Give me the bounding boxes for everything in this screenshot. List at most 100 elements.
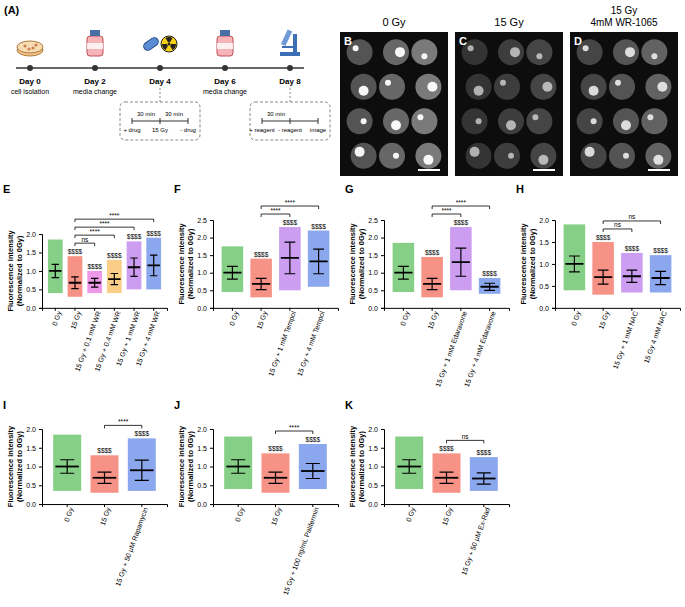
y-tick: 2.0 bbox=[26, 426, 42, 433]
y-tick: 2.0 bbox=[197, 234, 213, 241]
y-tick-mark bbox=[210, 273, 213, 274]
mean-line bbox=[394, 272, 412, 274]
y-axis-title: (Normalized to 0Gy) bbox=[186, 431, 195, 502]
marks bbox=[224, 437, 327, 493]
cell bbox=[641, 108, 667, 134]
y-tick-label: 1.0 bbox=[197, 463, 207, 470]
marks bbox=[222, 227, 330, 297]
cell bbox=[411, 108, 437, 134]
y-tick: 2.5 bbox=[368, 217, 384, 224]
inset-connector bbox=[160, 88, 161, 102]
y-tick-mark bbox=[552, 264, 555, 265]
significance-bracket bbox=[75, 235, 114, 238]
panel-letter: H bbox=[516, 183, 524, 195]
x-tick: 15 Gy bbox=[597, 308, 611, 331]
value-range bbox=[128, 438, 156, 491]
marks bbox=[48, 238, 161, 297]
x-tick: 15 Gy + 1 mM NAC bbox=[612, 308, 640, 370]
significance-marker: $$$$ bbox=[127, 233, 142, 240]
y-tick: 1.5 bbox=[197, 252, 213, 259]
inset-interval: 30 min bbox=[137, 111, 155, 117]
scale-bar bbox=[418, 169, 440, 171]
y-tick-mark bbox=[210, 504, 213, 505]
icon-cell bbox=[27, 47, 30, 50]
cell bbox=[645, 143, 671, 169]
cell bbox=[530, 143, 556, 169]
cell bbox=[462, 108, 488, 134]
value-range bbox=[299, 444, 327, 489]
panel-letter: K bbox=[345, 399, 353, 411]
y-tick-mark bbox=[381, 273, 384, 274]
value-range bbox=[87, 271, 102, 293]
inset-interval: 30 min bbox=[267, 111, 285, 117]
y-tick: 1.0 bbox=[197, 463, 213, 470]
icon-label bbox=[87, 43, 103, 49]
cell bbox=[530, 74, 556, 100]
y-tick-mark bbox=[381, 290, 384, 291]
cell bbox=[609, 74, 635, 100]
value-range bbox=[250, 259, 272, 298]
x-tick: 15 Gy 4 mM NAC bbox=[643, 308, 669, 365]
panel-letter: B bbox=[344, 35, 352, 47]
panel-letter: I bbox=[3, 399, 6, 411]
cell bbox=[347, 108, 373, 134]
mean-line bbox=[652, 277, 670, 279]
x-tick: 0 Gy bbox=[405, 504, 418, 523]
y-tick: 2.0 bbox=[368, 426, 384, 433]
icon-microscope bbox=[293, 34, 297, 53]
y-tick-label: 0.0 bbox=[26, 501, 36, 508]
y-tick-mark bbox=[39, 448, 42, 449]
significance-marker: $$$$ bbox=[87, 263, 102, 270]
y-tick-mark bbox=[39, 271, 42, 272]
event-label: media change bbox=[73, 88, 117, 96]
x-tick-label: 15 Gy + 1 mM Tempol bbox=[267, 310, 298, 378]
value-range bbox=[279, 227, 301, 290]
x-axis: 0 Gy15 Gy15 Gy + 1 mM Edaravone15 Gy + 4… bbox=[385, 308, 510, 388]
significance-bracket bbox=[603, 229, 632, 232]
cell bbox=[609, 143, 635, 169]
significance-marker: $$$$ bbox=[254, 251, 269, 258]
cell-spot bbox=[589, 86, 599, 96]
x-axis: 0 Gy15 Gy15 Gy + 1 mM Tempol15 Gy + 4 mM… bbox=[214, 308, 339, 378]
y-tick: 0.0 bbox=[26, 501, 42, 508]
cell-spot bbox=[651, 53, 657, 59]
value-range bbox=[107, 260, 122, 293]
y-axis: 0.00.51.01.52.0 bbox=[368, 426, 384, 508]
panel-letter: (A) bbox=[4, 4, 20, 16]
bracket-label: **** bbox=[289, 424, 300, 431]
y-tick: 0.0 bbox=[368, 305, 384, 312]
icon-microscope bbox=[282, 46, 294, 48]
x-tick-label: 15 Gy + 50 µM Ex-Rad bbox=[460, 506, 492, 576]
y-axis-line bbox=[381, 221, 385, 309]
cell-spot bbox=[508, 153, 514, 159]
y-tick-label: 1.5 bbox=[197, 252, 207, 259]
y-tick-mark bbox=[381, 504, 384, 505]
significance-bracket bbox=[75, 243, 95, 246]
x-tick-label: 15 Gy 4 mM NAC bbox=[643, 310, 669, 364]
y-tick: 0.5 bbox=[197, 287, 213, 294]
x-tick: 0 Gy bbox=[228, 308, 241, 327]
y-tick: 2.0 bbox=[197, 426, 213, 433]
cell-spot bbox=[395, 47, 405, 57]
cell bbox=[379, 74, 405, 100]
y-tick: 1.5 bbox=[26, 444, 42, 451]
icon-radiation bbox=[161, 36, 177, 52]
icon-dish bbox=[17, 41, 43, 53]
image-title: 15 Gy bbox=[494, 16, 524, 28]
marks bbox=[53, 435, 156, 493]
mean-line bbox=[128, 266, 140, 268]
y-axis-line bbox=[39, 235, 43, 309]
x-tick-label: 15 Gy + 4 mM Tempol bbox=[296, 310, 327, 378]
timeline-dot bbox=[287, 65, 293, 71]
day-label: Day 8 bbox=[279, 77, 301, 86]
y-axis-title: Fluorescence intensity bbox=[519, 222, 528, 304]
y-tick-label: 0.5 bbox=[26, 286, 36, 293]
y-tick: 0.5 bbox=[539, 283, 555, 290]
y-tick-label: 2.5 bbox=[368, 217, 378, 224]
y-tick-mark bbox=[210, 429, 213, 430]
icon-radiation-blade bbox=[170, 44, 176, 50]
cell bbox=[645, 74, 671, 100]
y-tick-label: 1.5 bbox=[539, 239, 549, 246]
mean-line bbox=[264, 477, 288, 479]
cell bbox=[613, 39, 639, 65]
